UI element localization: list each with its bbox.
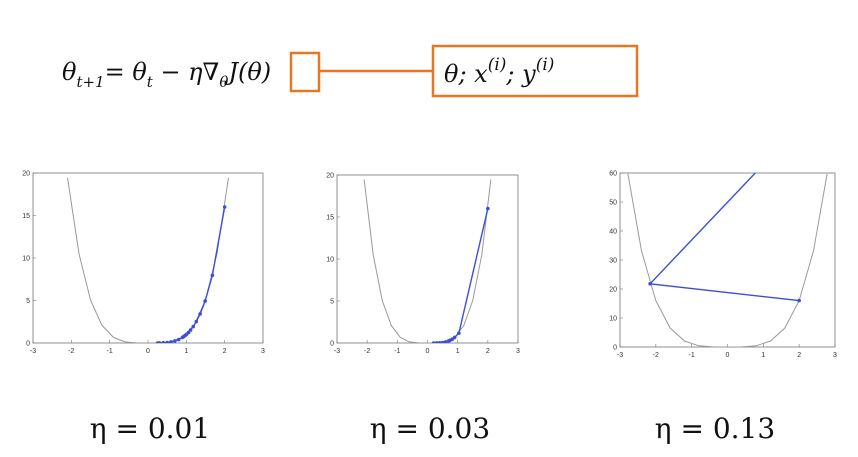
x-tick-label: 3 [516, 348, 520, 355]
point [648, 281, 652, 286]
point [161, 340, 166, 343]
point [486, 206, 490, 211]
y-tick-label: 15 [22, 213, 30, 220]
y-tick-label: 20 [609, 287, 617, 294]
y-tick-label: 40 [609, 229, 617, 236]
x-tick-label: 2 [797, 352, 801, 359]
caption: η = 0.03 [370, 412, 490, 445]
y-tick-label: 15 [326, 215, 334, 222]
box-label-sup: (i) [488, 55, 507, 75]
x-tick-label: -3 [617, 352, 623, 359]
point [203, 299, 207, 303]
point [457, 331, 461, 335]
point [194, 319, 199, 324]
point [446, 339, 451, 343]
y-tick-label: 20 [22, 171, 30, 178]
y-tick-label: 0 [613, 345, 617, 352]
x-tick-label: -2 [364, 348, 370, 355]
y-tick-label: 10 [22, 256, 30, 263]
plot-frame [336, 174, 519, 344]
formula-sub: t [147, 73, 154, 91]
x-tick-label: 1 [184, 348, 188, 355]
x-tick-label: 0 [426, 348, 430, 355]
plot-frame [32, 172, 264, 344]
point [173, 339, 177, 343]
x-tick-label: -1 [689, 352, 695, 359]
x-tick-label: -1 [394, 348, 400, 355]
y-tick-label: 20 [326, 173, 334, 180]
formula-part: − η∇ [153, 58, 220, 86]
x-tick-label: 1 [761, 352, 765, 359]
point [155, 341, 160, 343]
x-tick-label: -2 [653, 352, 659, 359]
point [440, 340, 445, 343]
point [210, 273, 215, 278]
box-label: θ; x(i); y(i) [444, 55, 554, 88]
x-tick-label: -3 [30, 348, 36, 355]
label-box [431, 44, 639, 98]
y-tick-label: 30 [609, 258, 617, 265]
point [165, 340, 169, 343]
box-label-part: ; y [505, 60, 536, 88]
point [437, 340, 442, 343]
formula-part: θ [62, 58, 77, 86]
x-tick-label: 2 [486, 348, 490, 355]
point [222, 205, 227, 209]
x-tick-label: 0 [146, 348, 150, 355]
y-tick-label: 50 [609, 200, 617, 207]
y-tick-label: 5 [330, 299, 334, 306]
box-label-part: θ; x [444, 60, 488, 88]
formula: θt+1= θt − η∇θJ(θ) [62, 58, 271, 91]
point [191, 324, 196, 329]
formula-sub: t+1 [76, 73, 104, 91]
x-tick-label: -1 [107, 348, 113, 355]
formula-part: = θ [105, 58, 148, 86]
point [176, 337, 181, 342]
formula-part: J(θ) [223, 58, 271, 86]
point [169, 340, 173, 343]
point [431, 341, 436, 343]
y-tick-label: 0 [330, 341, 334, 348]
plot-area [67, 177, 229, 343]
point [434, 341, 439, 343]
plot-frame [619, 172, 836, 348]
x-tick-label: 3 [833, 352, 837, 359]
x-tick-label: 0 [726, 352, 730, 359]
y-tick-label: 10 [326, 257, 334, 264]
point [836, 84, 840, 88]
point [180, 335, 185, 340]
plot-area [627, 84, 840, 347]
caption: η = 0.13 [655, 412, 775, 445]
y-tick-label: 60 [609, 171, 617, 178]
caption: η = 0.01 [90, 412, 210, 445]
series-line [363, 179, 492, 343]
x-tick-label: -2 [68, 348, 74, 355]
y-tick-label: 0 [26, 341, 30, 348]
point [443, 340, 448, 343]
formula-sub: θ [219, 73, 228, 91]
plot-area [363, 179, 492, 343]
y-tick-label: 10 [609, 316, 617, 323]
x-tick-label: 2 [223, 348, 227, 355]
x-tick-label: 3 [261, 348, 265, 355]
x-tick-label: -3 [334, 348, 340, 355]
highlight-box [289, 51, 321, 93]
point [797, 298, 801, 303]
x-tick-label: 1 [456, 348, 460, 355]
point [198, 312, 202, 316]
box-label-sup: (i) [536, 55, 555, 75]
y-tick-label: 5 [26, 298, 30, 305]
series-line [627, 173, 828, 347]
